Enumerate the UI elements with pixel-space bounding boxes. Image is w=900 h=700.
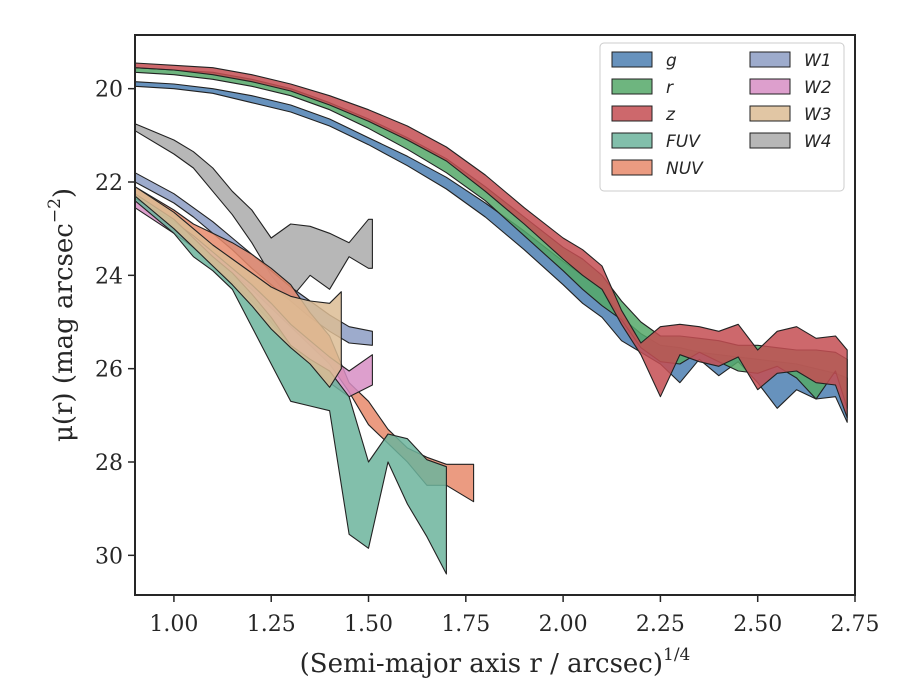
x-axis-ticks: 1.00 1.25 1.50 1.75 2.00 2.25 2.50 2.75: [149, 595, 879, 637]
y-tick-label: 28: [95, 451, 123, 476]
legend-label-nuv: NUV: [666, 159, 704, 179]
y-axis-label: μ(r) (mag arcsec−2): [45, 188, 79, 442]
y-tick-label: 24: [95, 264, 123, 289]
legend-label-z: z: [665, 105, 676, 125]
legend-swatch-w4: [749, 132, 791, 149]
legend: grz FUV NUV W1 W2 W3 W4: [599, 42, 845, 192]
x-axis-label: (Semi-major axis r / arcsec)1/4: [300, 645, 691, 679]
legend-swatch-w1: [749, 51, 791, 68]
legend-swatch-w3: [749, 105, 791, 122]
legend-label-w2: W2: [804, 78, 832, 98]
plot-frame: [134, 34, 856, 596]
band-g: [134, 81, 848, 423]
legend-swatch-g: [611, 51, 653, 68]
legend-label-w3: W3: [804, 105, 832, 125]
legend-label-w1: W1: [804, 51, 832, 71]
x-tick-label: 1.25: [247, 612, 296, 637]
band-w4: [134, 123, 373, 300]
y-tick-label: 30: [95, 544, 123, 569]
legend-label-w4: W4: [804, 132, 832, 152]
legend-label-fuv: FUV: [666, 132, 701, 152]
legend-label-g: g: [666, 51, 677, 71]
x-tick-label: 1.50: [344, 612, 393, 637]
y-axis-ticks: 20 22 24 26 28 30: [95, 78, 135, 569]
band-z: [134, 62, 848, 419]
legend-label-r: r: [666, 78, 674, 98]
y-tick-label: 26: [95, 358, 123, 383]
legend-swatch-z: [611, 105, 653, 122]
x-tick-label: 1.75: [441, 612, 490, 637]
y-tick-label: 20: [95, 78, 123, 103]
plot-areas: [134, 62, 848, 575]
legend-swatch-nuv: [611, 159, 653, 176]
x-tick-label: 2.25: [636, 612, 685, 637]
legend-swatch-fuv: [611, 132, 653, 149]
x-tick-label: 2.00: [539, 612, 588, 637]
x-tick-label: 1.00: [149, 612, 198, 637]
band-w3: [134, 186, 342, 388]
legend-swatch-r: [611, 78, 653, 95]
x-tick-label: 2.75: [831, 612, 880, 637]
x-tick-label: 2.50: [733, 612, 782, 637]
legend-swatch-w2: [749, 78, 791, 95]
y-tick-label: 22: [95, 171, 123, 196]
